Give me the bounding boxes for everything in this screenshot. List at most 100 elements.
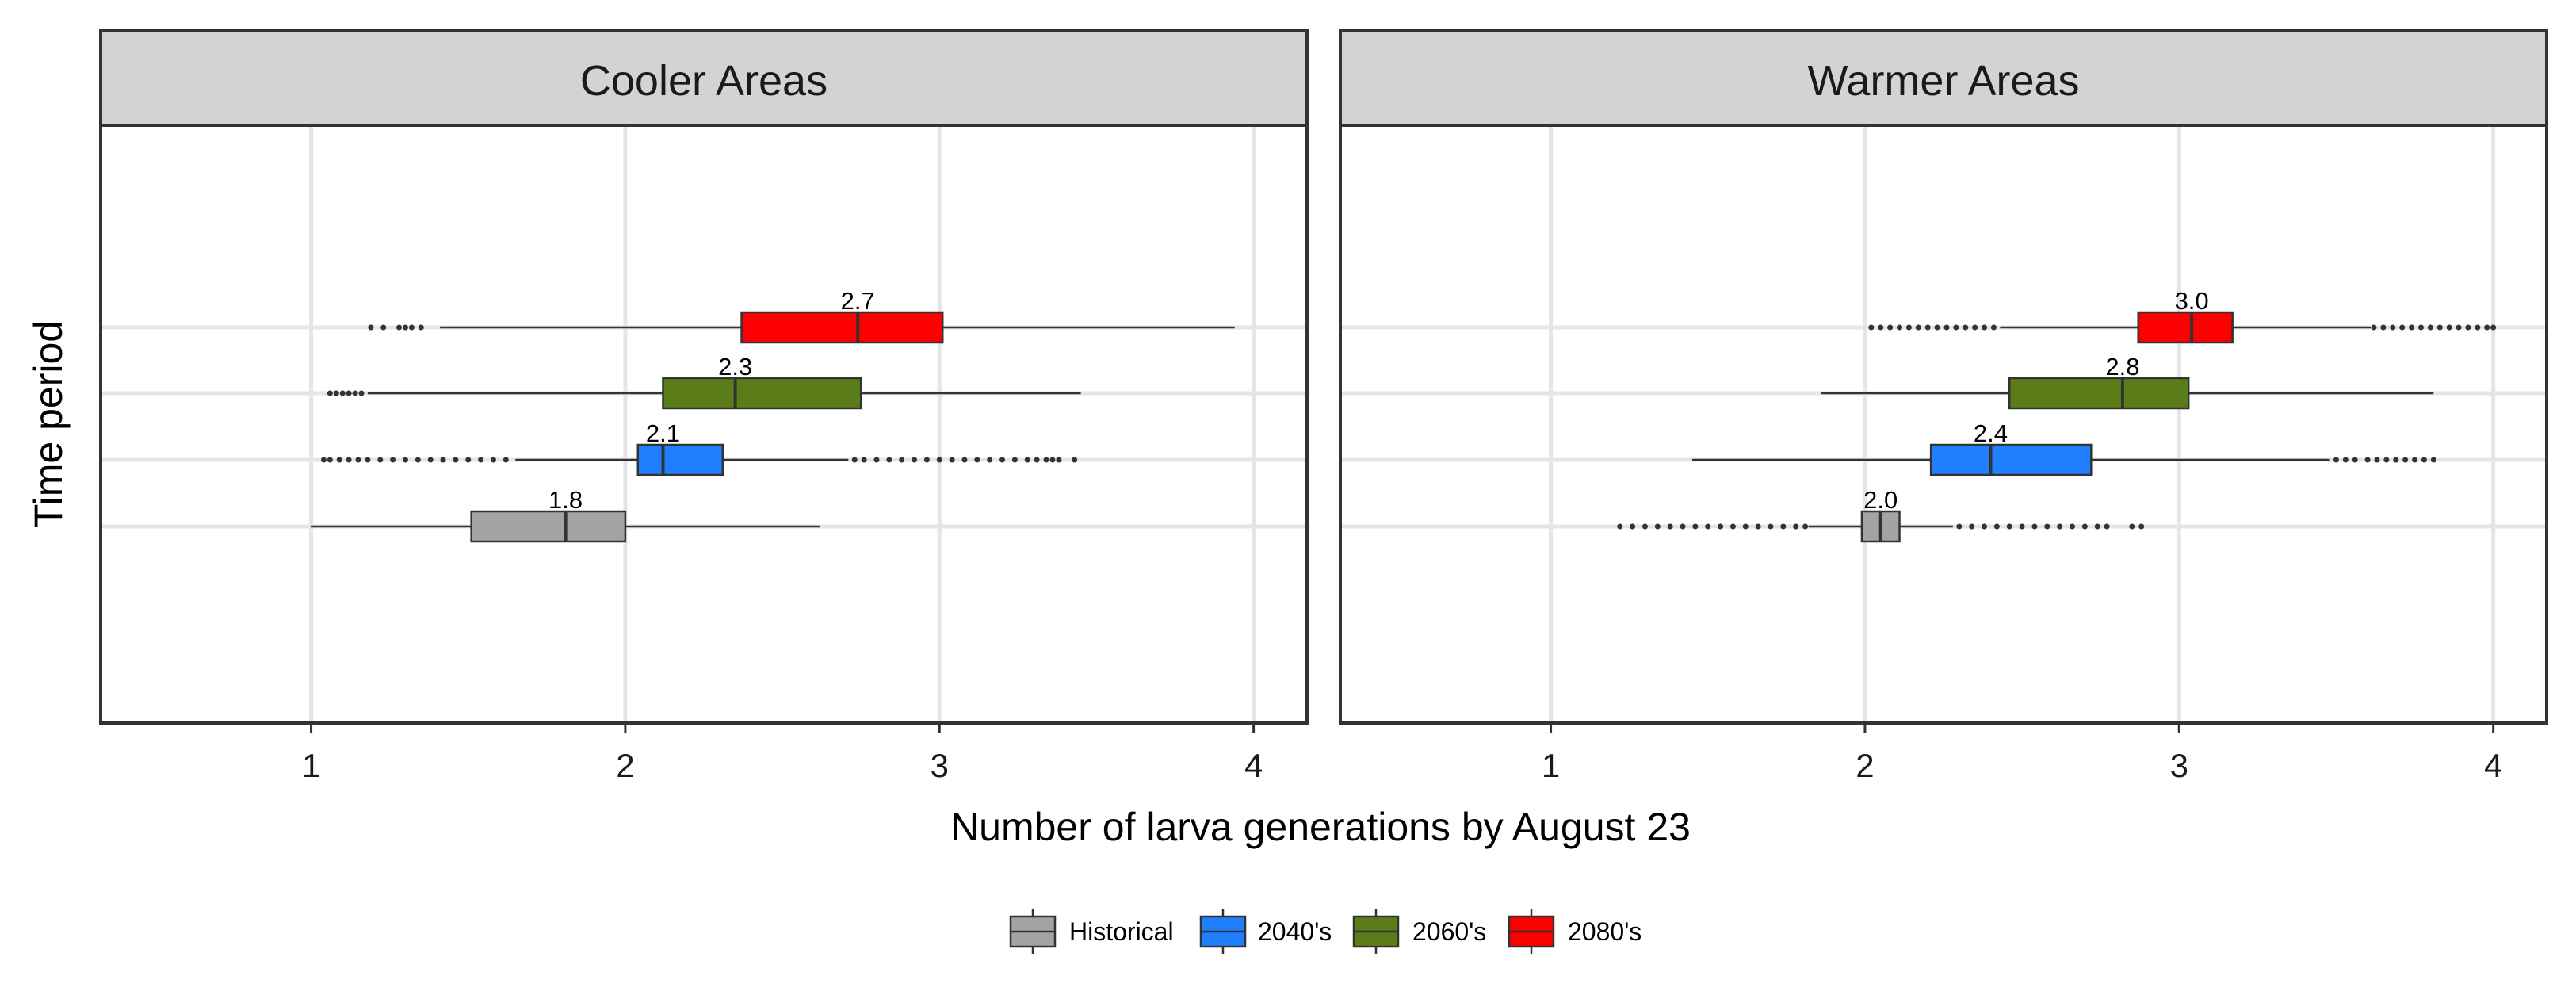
panel-title: Warmer Areas xyxy=(1807,57,2079,105)
median-label: 2.3 xyxy=(718,353,752,381)
outlier-point xyxy=(1729,523,1736,530)
outlier-point xyxy=(503,457,509,463)
outlier-point xyxy=(2484,324,2490,331)
outlier-point xyxy=(358,390,365,396)
panel-background xyxy=(101,125,1307,723)
outlier-point xyxy=(1969,523,1975,530)
outlier-point xyxy=(1780,523,1787,530)
outlier-point xyxy=(2446,324,2452,331)
outlier-point xyxy=(1705,523,1711,530)
outlier-point xyxy=(1692,523,1699,530)
outlier-point xyxy=(949,457,955,463)
outlier-point xyxy=(2380,324,2387,331)
median-label: 2.1 xyxy=(646,419,680,447)
outlier-point xyxy=(1072,457,1078,463)
outlier-point xyxy=(2094,523,2100,530)
outlier-point xyxy=(402,457,408,463)
outlier-point xyxy=(368,324,374,331)
outlier-point xyxy=(912,457,918,463)
outlier-point xyxy=(1924,324,1931,331)
x-tick-label: 3 xyxy=(2170,747,2188,784)
box-body xyxy=(470,510,627,543)
outlier-point xyxy=(339,390,346,396)
outlier-point xyxy=(923,457,930,463)
outlier-point xyxy=(390,457,396,463)
outlier-point xyxy=(346,390,352,396)
outlier-point xyxy=(1887,324,1894,331)
panel-border xyxy=(99,124,1309,725)
box-body xyxy=(2008,377,2190,410)
box-historical: 2.0 xyxy=(1617,486,2145,543)
outlier-point xyxy=(2070,523,2076,530)
outlier-point xyxy=(408,324,415,331)
outlier-point xyxy=(1642,523,1648,530)
box-2080s: 2.7 xyxy=(368,287,1235,344)
outlier-point xyxy=(2333,457,2339,463)
outlier-point xyxy=(2104,523,2110,530)
outlier-point xyxy=(2402,457,2409,463)
outlier-point xyxy=(490,457,496,463)
x-tick-label: 4 xyxy=(2484,747,2502,784)
outlier-point xyxy=(2421,457,2427,463)
outlier-point xyxy=(873,457,880,463)
outlier-point xyxy=(355,457,361,463)
outlier-point xyxy=(1680,523,1686,530)
outlier-point xyxy=(2412,457,2418,463)
outlier-point xyxy=(1972,324,1978,331)
outlier-point xyxy=(2057,523,2063,530)
outlier-point xyxy=(1056,457,1062,463)
panel-1: Warmer Areas 2.0 2.4 2.8 3.0 1 2 3 4 xyxy=(1339,29,2548,784)
outlier-point xyxy=(1868,324,1875,331)
outlier-point xyxy=(2399,324,2406,331)
outlier-point xyxy=(2430,457,2436,463)
panel-title: Cooler Areas xyxy=(580,57,827,105)
outlier-point xyxy=(2006,523,2012,530)
outlier-point xyxy=(1024,457,1030,463)
panel-strip xyxy=(1339,29,2548,127)
box-2040s: 2.4 xyxy=(1691,419,2436,476)
outlier-point xyxy=(936,457,942,463)
legend-label: 2040's xyxy=(1258,917,1332,946)
outlier-point xyxy=(478,457,484,463)
outlier-point xyxy=(1654,523,1661,530)
outlier-point xyxy=(380,324,387,331)
legend-label: 2080's xyxy=(1568,917,1642,946)
outlier-point xyxy=(1617,523,1623,530)
outlier-point xyxy=(1982,324,1988,331)
legend: Historical 2040's 2060's 2080's xyxy=(1009,909,1642,954)
legend-item-2040s: 2040's xyxy=(1199,909,1332,954)
median-label: 2.7 xyxy=(841,287,875,315)
outlier-point xyxy=(346,457,352,463)
y-axis-title: Time period xyxy=(26,320,71,528)
outlier-point xyxy=(2383,457,2390,463)
outlier-point xyxy=(336,457,342,463)
panel-background xyxy=(1340,125,2547,723)
box-body xyxy=(2137,311,2234,344)
outlier-point xyxy=(1034,457,1040,463)
box-2080s: 3.0 xyxy=(1868,287,2497,344)
x-tick-label: 1 xyxy=(1542,747,1560,784)
x-tick-label: 4 xyxy=(1244,747,1263,784)
median-label: 1.8 xyxy=(548,486,583,514)
panel-strip xyxy=(99,29,1309,127)
outlier-point xyxy=(2129,523,2135,530)
outlier-point xyxy=(1963,324,1969,331)
outlier-point xyxy=(2364,457,2371,463)
outlier-point xyxy=(987,457,993,463)
outlier-point xyxy=(2427,324,2433,331)
outlier-point xyxy=(2390,324,2396,331)
outlier-point xyxy=(1755,523,1761,530)
outlier-point xyxy=(851,457,858,463)
box-2060s: 2.8 xyxy=(1821,353,2434,410)
outlier-point xyxy=(2436,324,2443,331)
outlier-point xyxy=(961,457,968,463)
outlier-point xyxy=(1011,457,1018,463)
outlier-point xyxy=(2456,324,2462,331)
outlier-point xyxy=(2081,523,2088,530)
outlier-point xyxy=(415,457,421,463)
outlier-point xyxy=(2417,324,2424,331)
outlier-point xyxy=(1802,523,1809,530)
outlier-point xyxy=(440,457,446,463)
